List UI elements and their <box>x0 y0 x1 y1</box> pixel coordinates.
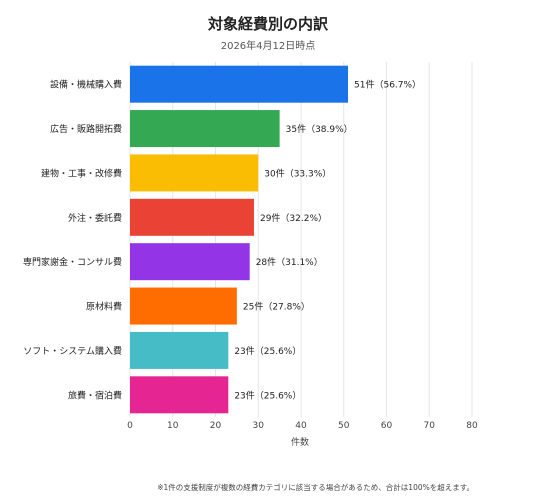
bar <box>130 243 250 281</box>
category-label: 原材料費 <box>86 301 122 313</box>
x-tick-label: 60 <box>381 421 393 431</box>
data-label: 23件（25.6%） <box>234 389 301 401</box>
bar <box>130 198 254 236</box>
data-label: 23件（25.6%） <box>234 345 301 357</box>
x-tick-label: 40 <box>295 421 307 431</box>
x-tick-label: 10 <box>167 421 179 431</box>
bar <box>130 65 349 103</box>
x-tick-labels: 0 10 20 30 40 50 60 70 80 <box>127 421 478 431</box>
x-tick-label: 20 <box>210 421 222 431</box>
category-labels: 設備・機械購入費広告・販路開拓費建物・工事・改修費外注・委託費専門家謝金・コンサ… <box>23 79 122 402</box>
x-tick-label: 0 <box>127 421 133 431</box>
bars <box>130 65 349 414</box>
category-label: 外注・委託費 <box>68 212 122 224</box>
category-label: ソフト・システム購入費 <box>23 345 122 357</box>
x-tick-label: 70 <box>424 421 436 431</box>
category-label: 建物・工事・改修費 <box>41 167 122 179</box>
category-label: 設備・機械購入費 <box>50 79 122 91</box>
data-label: 29件（32.2%） <box>260 212 327 224</box>
x-tick-label: 80 <box>466 421 478 431</box>
value-labels: 51件（56.7%） 35件（38.9%） 30件（33.3%） 29件（32.2%）… <box>234 79 421 402</box>
chart-subtitle: 2026年4月12日時点 <box>221 39 316 52</box>
data-label: 25件（27.8%） <box>243 301 310 313</box>
chart-title: 対象経費別の内訳 <box>207 15 329 33</box>
data-label: 51件（56.7%） <box>354 79 421 91</box>
category-label: 旅費・宿泊費 <box>68 389 122 401</box>
bar <box>130 154 259 192</box>
category-label: 広告・販路開拓費 <box>50 123 122 135</box>
data-label: 35件（38.9%） <box>286 123 353 135</box>
bar <box>130 287 237 325</box>
x-tick-label: 30 <box>253 421 265 431</box>
data-label: 28件（31.1%） <box>256 256 323 268</box>
bar <box>130 331 229 369</box>
x-axis-label: 件数 <box>291 436 309 448</box>
x-tick-label: 50 <box>338 421 350 431</box>
category-label: 専門家謝金・コンサル費 <box>23 256 122 268</box>
footnote: ※1件の支援制度が複数の経費カテゴリに該当する場合があるため、合計は100%を超… <box>157 482 474 492</box>
bar <box>130 376 229 414</box>
data-label: 30件（33.3%） <box>264 167 331 179</box>
bar <box>130 110 280 148</box>
